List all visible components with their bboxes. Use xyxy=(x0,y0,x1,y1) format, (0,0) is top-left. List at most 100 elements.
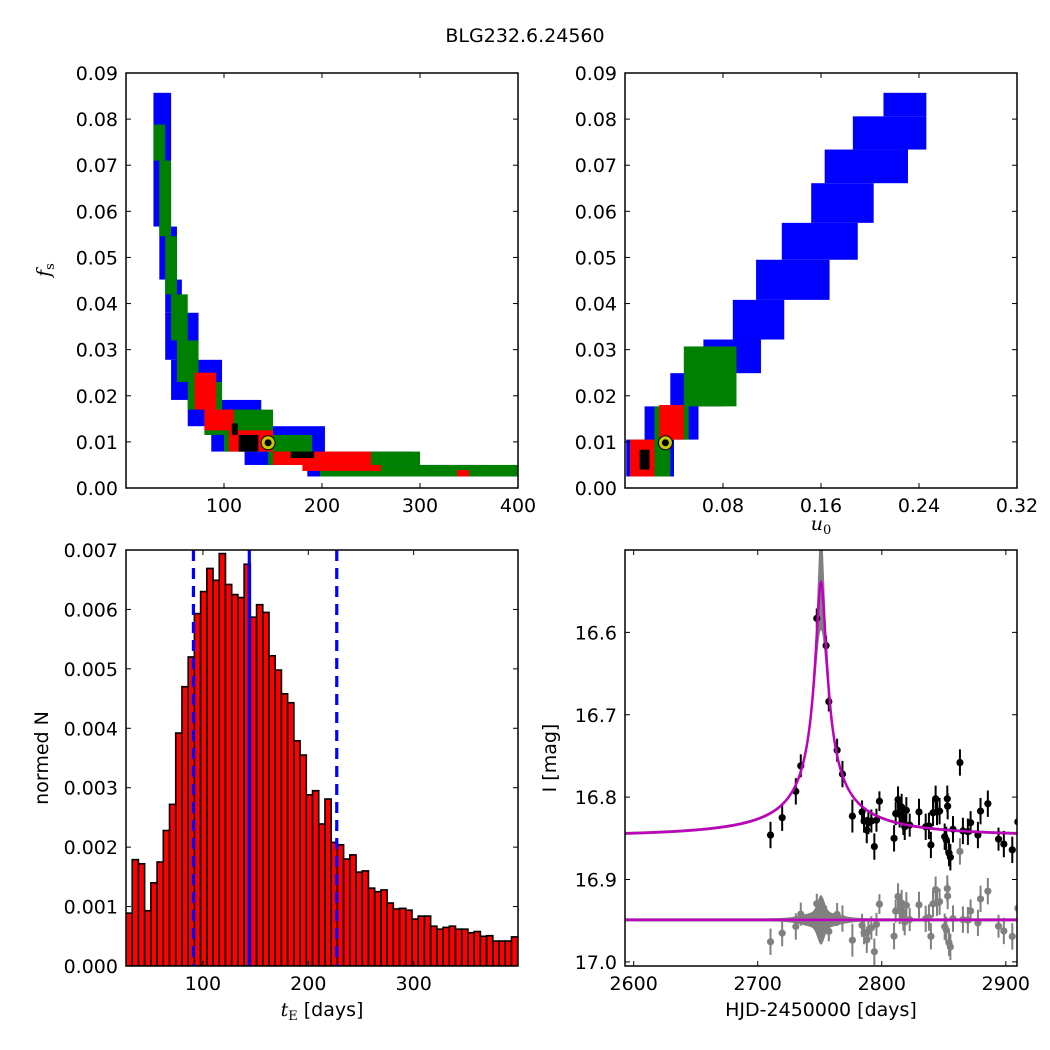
y-tick-label: 16.7 xyxy=(575,705,617,727)
y-axis-label: I [mag] xyxy=(539,724,561,793)
histogram-bar xyxy=(448,925,457,966)
histogram-bar xyxy=(386,902,395,966)
axes-frame xyxy=(125,549,519,967)
residual-point xyxy=(932,886,940,894)
y-tick-label: 0.03 xyxy=(575,340,617,362)
residual-point xyxy=(946,943,954,951)
density-cell-level-1 xyxy=(457,470,469,477)
density-cell-level-1 xyxy=(204,409,234,431)
histogram-bar xyxy=(317,823,326,966)
x-axis-label-main: HJD-2450000 [days] xyxy=(725,999,917,1021)
x-axis-label-main: u xyxy=(811,513,823,535)
residual-point xyxy=(967,907,975,915)
axes-frame xyxy=(125,72,519,489)
best-fit-marker-ring xyxy=(658,436,672,450)
data-point xyxy=(932,795,940,803)
best-fit-marker-ring xyxy=(261,436,275,450)
y-tick-label: 0.000 xyxy=(64,956,118,978)
residual-point xyxy=(875,900,884,908)
y-tick-label: 0.04 xyxy=(76,294,118,316)
plot-area xyxy=(626,92,927,477)
density-cell-level-3 xyxy=(732,299,785,340)
residual-point xyxy=(935,898,944,906)
histogram-bar xyxy=(261,611,270,966)
histogram-bar xyxy=(126,912,134,966)
residual-point xyxy=(797,910,805,918)
data-point xyxy=(935,807,944,815)
data-point xyxy=(994,835,1003,843)
y-tick-label: 0.00 xyxy=(575,478,617,500)
y-tick-label: 0.09 xyxy=(575,63,617,85)
histogram-bar xyxy=(280,693,289,966)
density-cell-level-3 xyxy=(852,116,927,150)
residual-point xyxy=(848,936,856,944)
histogram-bar xyxy=(504,940,513,966)
y-tick-label: 0.002 xyxy=(64,837,118,859)
y-tick-label: 0.07 xyxy=(76,155,118,177)
y-tick-label: 0.06 xyxy=(575,201,617,223)
y-tick-label: 16.6 xyxy=(575,622,617,644)
data-point xyxy=(967,819,975,827)
x-axis-label-subscript: 0 xyxy=(823,523,831,538)
plot-area xyxy=(625,550,1017,965)
data-point xyxy=(875,797,884,805)
residual-point xyxy=(1014,904,1017,912)
plot-area xyxy=(153,92,518,477)
x-axis-label: u0 xyxy=(811,513,832,538)
residual-point xyxy=(994,922,1003,930)
x-axis-label-main: t xyxy=(281,999,289,1021)
histogram-bar xyxy=(436,928,444,966)
x-tick-label: 2900 xyxy=(982,973,1030,995)
histogram-bar xyxy=(150,881,158,966)
data-point xyxy=(944,802,952,810)
histogram-bar xyxy=(162,829,171,966)
data-point xyxy=(976,807,985,815)
density-cell-level-0 xyxy=(231,423,238,435)
y-tick-label: 0.004 xyxy=(64,718,118,740)
histogram-bar xyxy=(224,583,233,966)
x-tick-label: 0.24 xyxy=(898,495,940,517)
histogram-bar xyxy=(230,593,239,966)
y-tick-label: 0.03 xyxy=(76,340,118,362)
x-tick-label: 300 xyxy=(396,973,432,995)
residual-point xyxy=(822,912,830,920)
histogram-bar xyxy=(181,685,189,966)
histogram-bar xyxy=(286,701,295,966)
histogram-bar xyxy=(510,936,518,966)
histogram-bar xyxy=(143,909,152,966)
histogram-bar xyxy=(156,861,165,966)
y-tick-label: 17.0 xyxy=(575,952,617,974)
model-uncertainty-band xyxy=(625,550,1017,835)
x-tick-label: 100 xyxy=(206,495,242,517)
best-fit-marker-center xyxy=(662,439,669,447)
histogram-bar xyxy=(342,858,351,966)
panel-top-left: 100 200 300 400 0.00 0.01 0.02 0.03 0.04 0.05 0.06… xyxy=(33,63,536,517)
density-cell-level-0 xyxy=(238,434,259,452)
density-cell-level-1 xyxy=(194,372,217,410)
histogram-bar xyxy=(485,934,494,966)
histogram-bar xyxy=(398,907,407,966)
density-cell-level-2 xyxy=(165,236,177,295)
residual-point xyxy=(890,932,898,940)
density-cell-level-0 xyxy=(290,451,315,459)
histogram-bar xyxy=(324,798,332,966)
y-axis-label-main: f xyxy=(33,267,55,279)
residual-point xyxy=(1000,927,1008,935)
x-tick-label: 400 xyxy=(500,495,536,517)
density-cell-level-1 xyxy=(273,451,371,465)
x-tick-label: 2600 xyxy=(610,973,658,995)
y-tick-label: 0.007 xyxy=(64,540,118,562)
density-cell-level-2 xyxy=(683,346,737,407)
histogram-bar xyxy=(255,603,264,966)
data-point xyxy=(766,831,775,839)
histogram-bar xyxy=(131,858,140,966)
histogram-bar xyxy=(274,669,283,966)
histogram-bar xyxy=(479,935,488,966)
density-cell-level-1 xyxy=(659,405,684,440)
density-cell-level-3 xyxy=(811,183,874,223)
y-tick-label: 0.05 xyxy=(575,247,617,269)
residual-point xyxy=(974,919,982,927)
histogram-bar xyxy=(349,854,357,966)
data-point xyxy=(870,842,878,851)
density-cell-level-3 xyxy=(756,259,830,300)
